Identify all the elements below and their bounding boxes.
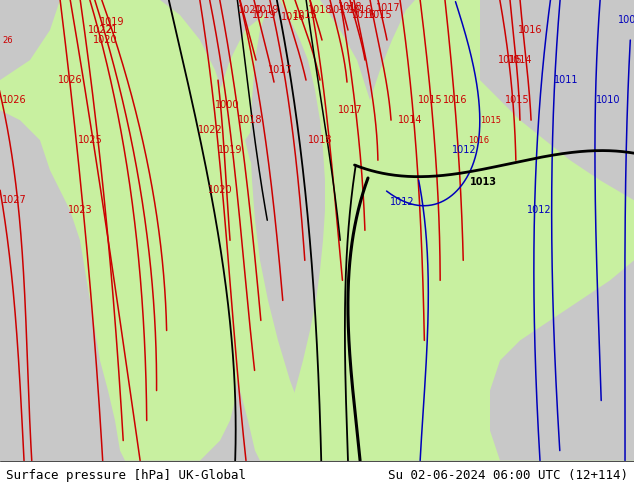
Text: 1010: 1010: [596, 95, 621, 105]
Text: 1016: 1016: [281, 12, 306, 22]
Text: 1014: 1014: [508, 55, 533, 65]
Text: 1018: 1018: [338, 2, 363, 12]
Text: 1022: 1022: [88, 25, 113, 35]
Text: 1017: 1017: [328, 5, 353, 15]
Text: 21: 21: [105, 25, 117, 35]
Text: Su 02-06-2024 06:00 UTC (12+114): Su 02-06-2024 06:00 UTC (12+114): [387, 469, 628, 482]
Text: 1015: 1015: [293, 10, 318, 20]
Polygon shape: [0, 0, 100, 130]
Text: 1023: 1023: [68, 205, 93, 215]
Text: 1022: 1022: [198, 125, 223, 135]
Text: 1016: 1016: [352, 10, 377, 20]
Text: 1018: 1018: [308, 135, 332, 145]
Polygon shape: [245, 128, 285, 182]
Text: 1019: 1019: [218, 145, 242, 155]
Text: 1015: 1015: [498, 55, 522, 65]
Text: 1015: 1015: [368, 10, 392, 20]
Text: 1015: 1015: [418, 95, 443, 105]
Text: 1027: 1027: [2, 195, 27, 205]
Text: 1016: 1016: [443, 95, 467, 105]
Text: 1017: 1017: [338, 105, 363, 115]
Text: 1019: 1019: [252, 10, 276, 20]
Polygon shape: [250, 0, 415, 461]
Text: 1012: 1012: [452, 145, 477, 155]
Text: 1016: 1016: [468, 136, 489, 145]
Text: 1014: 1014: [398, 115, 422, 125]
Text: 1008: 1008: [618, 15, 634, 25]
Text: 1017: 1017: [376, 3, 401, 13]
Text: 1012: 1012: [527, 205, 552, 215]
Text: 1017: 1017: [268, 65, 293, 75]
Text: 1013: 1013: [470, 177, 497, 187]
Text: 26: 26: [2, 36, 13, 45]
Text: 1020: 1020: [238, 5, 262, 15]
Text: Surface pressure [hPa] UK-Global: Surface pressure [hPa] UK-Global: [6, 469, 247, 482]
Text: 1018: 1018: [308, 5, 332, 15]
Text: 1011: 1011: [554, 75, 578, 85]
Text: 1012: 1012: [390, 197, 415, 207]
Text: 1016: 1016: [518, 25, 543, 35]
Text: 1016: 1016: [348, 5, 373, 15]
Polygon shape: [150, 0, 634, 461]
Polygon shape: [0, 0, 60, 80]
Text: 1019: 1019: [100, 17, 124, 27]
Text: 1018: 1018: [238, 115, 262, 125]
Polygon shape: [490, 260, 634, 461]
Text: 1015: 1015: [505, 95, 529, 105]
Polygon shape: [480, 0, 634, 200]
Text: 1025: 1025: [78, 135, 103, 145]
Text: 1020: 1020: [93, 35, 118, 45]
Text: 1026: 1026: [2, 95, 27, 105]
Polygon shape: [0, 0, 90, 461]
Text: 1000: 1000: [215, 100, 240, 110]
Polygon shape: [0, 0, 245, 461]
Text: 1019: 1019: [255, 5, 280, 15]
Polygon shape: [270, 0, 416, 461]
Text: 1026: 1026: [58, 75, 82, 85]
Text: 1020: 1020: [208, 185, 233, 195]
Text: 1015: 1015: [480, 116, 501, 124]
